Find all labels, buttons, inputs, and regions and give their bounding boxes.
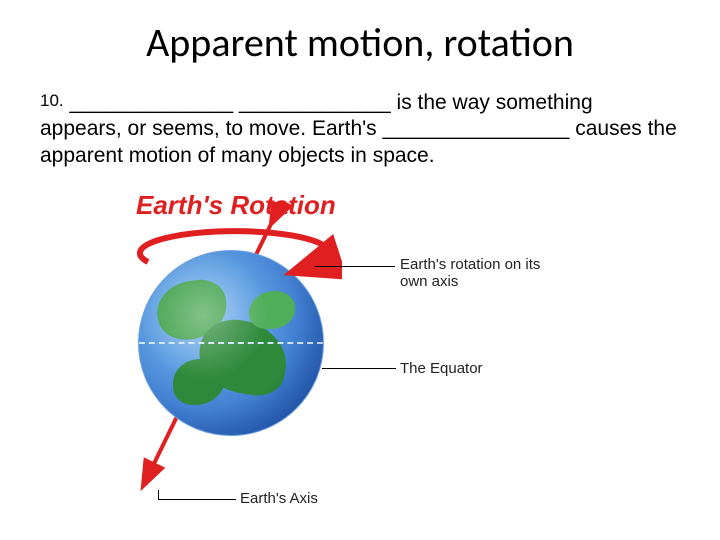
globe <box>138 250 322 434</box>
blank-3: ________________ <box>383 117 570 140</box>
question-text: 10. ______________ _____________ is the … <box>40 90 680 169</box>
earth-rotation-diagram: Earth's Rotation <box>110 190 610 520</box>
leader-line <box>158 499 236 500</box>
diagram-title: Earth's Rotation <box>136 190 336 221</box>
question-number: 10. <box>40 91 64 110</box>
label-axis: Earth's Axis <box>240 490 390 507</box>
globe-sphere <box>138 250 324 436</box>
slide: Apparent motion, rotation 10. __________… <box>0 0 720 540</box>
blank-2: _____________ <box>239 91 391 114</box>
leader-line <box>322 368 396 369</box>
leader-line <box>315 266 395 267</box>
label-equator: The Equator <box>400 360 550 377</box>
label-rotation: Earth's rotation on its own axis <box>400 256 550 291</box>
blank-1: ______________ <box>69 91 233 114</box>
page-title: Apparent motion, rotation <box>0 18 720 67</box>
globe-shading <box>139 251 323 435</box>
